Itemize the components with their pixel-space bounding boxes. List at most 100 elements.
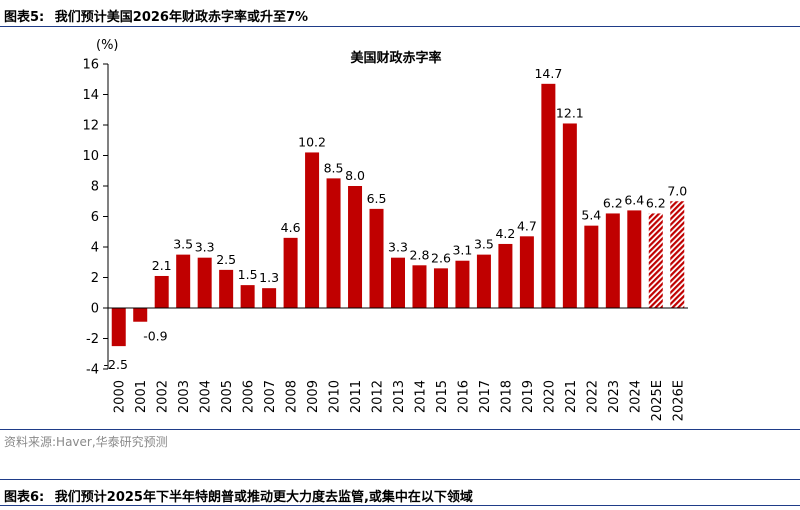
data-label-2019: 4.7: [517, 218, 537, 233]
y-tick-label: 12: [82, 119, 99, 134]
x-tick-label-2022: 2022: [585, 380, 600, 413]
x-tick-label-2025E: 2025E: [650, 380, 665, 421]
figure-6-label: 图表6:: [4, 490, 45, 505]
bar-2017: [476, 254, 491, 308]
bar-2024: [627, 210, 642, 308]
bar-2002: [154, 275, 169, 308]
y-tick-label: 16: [82, 58, 99, 73]
x-tick-label-2001: 2001: [134, 380, 149, 413]
y-tick-label: 8: [91, 180, 99, 195]
data-label-2020: 14.7: [534, 66, 562, 81]
bar-2006: [240, 285, 255, 308]
data-label-2003: 3.5: [173, 237, 193, 252]
x-tick-label-2009: 2009: [306, 380, 321, 413]
bar-2004: [197, 257, 212, 308]
x-tick-label-2005: 2005: [220, 380, 235, 413]
x-tick-label-2026E: 2026E: [671, 380, 686, 421]
x-tick-label-2013: 2013: [392, 380, 407, 413]
source-note: 资料来源:Haver,华泰研究预测: [4, 435, 168, 449]
x-tick-label-2017: 2017: [478, 380, 493, 413]
x-tick-label-2015: 2015: [435, 380, 450, 413]
y-tick-label: 2: [91, 271, 99, 286]
x-tick-label-2012: 2012: [371, 380, 386, 413]
x-tick-label-2021: 2021: [564, 380, 579, 413]
figure-5-caption: 我们预计美国2026年财政赤字率或升至7%: [54, 10, 309, 25]
bar-2020: [541, 83, 556, 308]
bar-2019: [519, 236, 534, 308]
figure-6-rule-bottom: [0, 505, 800, 506]
x-tick-label-2016: 2016: [456, 380, 471, 413]
bar-2012: [369, 208, 384, 308]
bar-2001: [133, 308, 148, 322]
bar-2023: [605, 213, 620, 308]
y-tick-label: 4: [91, 241, 99, 256]
bar-2022: [584, 225, 599, 308]
x-tick-label-2002: 2002: [156, 380, 171, 413]
data-label-2023: 6.2: [603, 195, 623, 210]
x-tick-label-2000: 2000: [113, 380, 128, 413]
data-label-2025E: 6.2: [646, 195, 666, 210]
bar-2021: [562, 123, 577, 308]
figure-6-caption: 我们预计2025年下半年特朗普或推动更大力度去监管,或集中在以下领域: [54, 490, 473, 505]
data-label-2001: -0.9: [143, 329, 167, 344]
data-label-2008: 4.6: [281, 220, 301, 235]
bar-2015: [433, 268, 448, 308]
figure-5-title: 图表5: 我们预计美国2026年财政赤字率或升至7%: [4, 6, 308, 25]
data-label-2010: 8.5: [324, 160, 344, 175]
data-label-2026E: 7.0: [667, 183, 687, 198]
y-tick-label: 6: [91, 210, 99, 225]
bar-2000: [111, 308, 126, 347]
data-label-2017: 3.5: [474, 237, 494, 252]
chart-title: 美国财政赤字率: [350, 50, 441, 66]
bar-2025E: [648, 213, 663, 308]
y-tick-label: -4: [86, 363, 99, 378]
data-label-2004: 3.3: [195, 240, 215, 255]
data-label-2009: 10.2: [298, 134, 326, 149]
chart-rule-bottom: [0, 429, 800, 430]
data-label-2014: 2.8: [410, 247, 430, 262]
data-label-2005: 2.5: [216, 252, 236, 267]
y-tick-label: 14: [82, 88, 99, 103]
x-tick-label-2014: 2014: [413, 380, 428, 413]
bar-2016: [455, 260, 470, 308]
data-label-2000: -2.5: [104, 357, 128, 372]
x-tick-label-2010: 2010: [328, 380, 343, 413]
x-tick-label-2006: 2006: [242, 380, 257, 413]
figure-6-rule-top: [0, 479, 800, 480]
data-label-2007: 1.3: [259, 270, 279, 285]
data-label-2006: 1.5: [238, 267, 258, 282]
figure-5-label: 图表5:: [4, 10, 45, 25]
y-tick-label: 0: [91, 302, 99, 317]
y-tick-label: 10: [82, 149, 99, 164]
x-tick-label-2003: 2003: [177, 380, 192, 413]
data-label-2011: 8.0: [345, 168, 365, 183]
bar-2011: [348, 186, 363, 308]
figure-6-title: 图表6: 我们预计2025年下半年特朗普或推动更大力度去监管,或集中在以下领域: [4, 486, 473, 505]
bar-2014: [412, 265, 427, 308]
bar-2026E: [670, 201, 685, 308]
data-label-2018: 4.2: [495, 226, 515, 241]
x-tick-label-2004: 2004: [199, 380, 214, 413]
x-tick-label-2011: 2011: [349, 380, 364, 413]
data-label-2022: 5.4: [581, 208, 601, 223]
x-tick-label-2018: 2018: [499, 380, 514, 413]
bar-2008: [283, 237, 298, 308]
bar-2007: [262, 288, 277, 308]
y-axis-unit: (%): [96, 38, 119, 53]
y-tick-label: -2: [86, 332, 99, 347]
bar-2010: [326, 178, 341, 308]
bar-2003: [176, 254, 191, 308]
x-tick-label-2023: 2023: [607, 380, 622, 413]
bar-2018: [498, 243, 513, 308]
data-label-2012: 6.5: [367, 191, 387, 206]
data-label-2015: 2.6: [431, 250, 451, 265]
x-tick-label-2019: 2019: [521, 380, 536, 413]
data-label-2021: 12.1: [556, 105, 584, 120]
bar-2005: [219, 269, 234, 308]
deficit-bar-chart: -4-20246810121416(%)美国财政赤字率-2.5-0.92.13.…: [82, 38, 688, 421]
x-tick-label-2008: 2008: [285, 380, 300, 413]
x-tick-label-2020: 2020: [542, 380, 557, 413]
bar-2009: [305, 152, 320, 308]
title-rule-top: [0, 26, 800, 27]
data-label-2002: 2.1: [152, 258, 172, 273]
